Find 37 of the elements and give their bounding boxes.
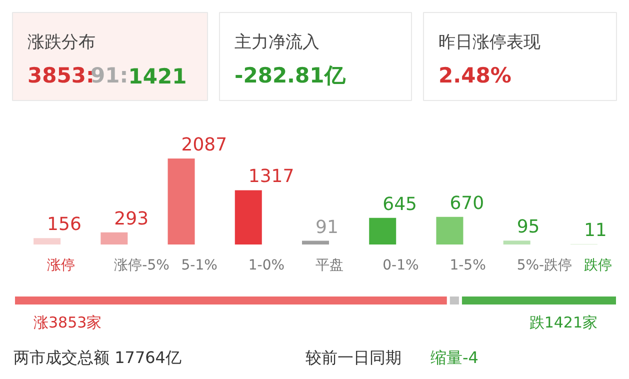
x-tick-label: 跌停: [584, 258, 612, 274]
text: 涨跌分布: [28, 32, 96, 52]
text: 3853:91:1421: [28, 64, 187, 88]
text: 涨3853家: [34, 314, 102, 332]
x-tick-label: 5%-跌停: [516, 258, 572, 274]
data-label: 293: [114, 208, 149, 230]
bar: [34, 238, 61, 244]
bar: [302, 240, 329, 244]
text: 较前一日同期: [306, 348, 402, 367]
text: 跌1421家: [529, 314, 598, 332]
bar: [100, 232, 128, 244]
text: -282.81亿: [234, 64, 346, 88]
data-label: 645: [382, 194, 417, 215]
data-label: 2087: [181, 134, 228, 156]
x-tick-label: 1-0%: [248, 258, 285, 274]
bar: [503, 240, 530, 244]
data-label: 11: [584, 220, 607, 242]
data-label: 95: [516, 216, 540, 238]
x-tick-label: 涨停-5%: [114, 258, 170, 274]
x-tick-label: 1-5%: [450, 258, 486, 274]
text: 缩量-4: [430, 348, 478, 367]
text: 2.48%: [438, 64, 512, 88]
data-label: 91: [316, 216, 338, 238]
text: 两市成交总额 17764亿: [14, 348, 182, 367]
bar: [168, 158, 195, 244]
data-label: 670: [450, 192, 484, 214]
data-label: 1317: [248, 166, 294, 188]
bar: [436, 216, 464, 244]
data-label: 156: [47, 214, 82, 236]
bar: [234, 190, 262, 244]
x-tick-label: 0-1%: [382, 258, 419, 274]
text: 昨日涨停表现: [438, 32, 540, 52]
x-tick-label: 5-1%: [181, 258, 218, 274]
bar: [369, 218, 396, 244]
x-tick-label: 涨停: [47, 258, 76, 274]
x-tick-label: 平盘: [316, 258, 344, 274]
text: 主力净流入: [234, 32, 320, 52]
